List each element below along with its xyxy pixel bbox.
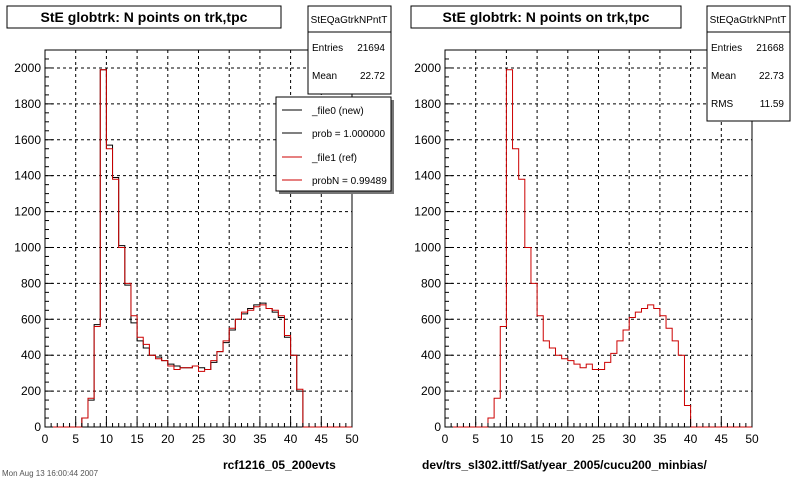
left-ytick-label-0: 0 — [34, 420, 41, 434]
left-xtick-label-6: 30 — [223, 432, 237, 446]
right-xtick-label-7: 35 — [653, 432, 667, 446]
right-stats-box — [706, 5, 791, 122]
right-xtick-label-1: 5 — [472, 432, 479, 446]
left-xtick-label-9: 45 — [315, 432, 329, 446]
right-ytick-label-2: 400 — [421, 348, 441, 362]
right-xtick-label-5: 25 — [592, 432, 606, 446]
left-ytick-label-4: 800 — [21, 276, 41, 290]
left-xtick-label-7: 35 — [253, 432, 267, 446]
legend-entry-3: probN = 0.99489 — [312, 176, 387, 187]
right-ytick-label-10: 2000 — [414, 61, 441, 75]
right-ytick-label-4: 800 — [421, 276, 441, 290]
left-stats-entries-label: Entries — [312, 43, 343, 54]
left-caption: rcf1216_05_200evts — [223, 458, 336, 472]
legend-entry-2: _file1 (ref) — [311, 153, 357, 164]
right-xtick-label-9: 45 — [715, 432, 729, 446]
right-stats-rms-label: RMS — [711, 99, 734, 110]
left-stats-box — [307, 5, 392, 95]
right-ytick-label-1: 200 — [421, 384, 441, 398]
left-ytick-label-1: 200 — [21, 384, 41, 398]
left-ytick-label-5: 1000 — [14, 240, 41, 254]
left-ytick-label-6: 1200 — [14, 205, 41, 219]
right-ytick-label-3: 600 — [421, 312, 441, 326]
left-histogram-lines — [45, 69, 352, 428]
left-ytick-label-2: 400 — [21, 348, 41, 362]
right-xtick-label-4: 20 — [561, 432, 575, 446]
left-xtick-label-2: 10 — [100, 432, 114, 446]
right-stats-mean-value: 22.73 — [759, 71, 784, 82]
left-ytick-label-10: 2000 — [14, 61, 41, 75]
right-stats-entries-label: Entries — [711, 43, 742, 54]
right-stats-name: StEQaGtrkNPntT — [710, 15, 787, 26]
right-stats-entries-value: 21668 — [756, 43, 784, 54]
left-stats-mean-value: 22.72 — [360, 71, 385, 82]
left-axes: 0 5 10 15 20 25 30 35 40 45 50 0 200 400 600 800 1000 120… — [14, 49, 359, 446]
left-xtick-label-1: 5 — [72, 432, 79, 446]
right-ytick-label-7: 1400 — [414, 169, 441, 183]
right-xtick-label-2: 10 — [500, 432, 514, 446]
right-ytick-label-8: 1600 — [414, 133, 441, 147]
right-xtick-label-6: 30 — [623, 432, 637, 446]
legend-entry-0: _file0 (new) — [311, 106, 364, 117]
left-ytick-label-7: 1400 — [14, 169, 41, 183]
right-xtick-label-3: 15 — [530, 432, 544, 446]
left-title-box — [6, 5, 282, 29]
right-caption: dev/trs_sl302.ittf/Sat/year_2005/cucu200… — [422, 458, 707, 472]
right-histogram-panel: 0 5 10 15 20 25 30 35 40 45 50 0 200 400 600 800 1000 120… — [410, 5, 791, 472]
left-series-1 — [45, 69, 352, 428]
left-title: StE globtrk: N points on trk,tpc — [41, 9, 248, 25]
left-legend: _file0 (new) prob = 1.000000 _file1 (ref… — [275, 96, 394, 194]
left-histogram-panel: 0 5 10 15 20 25 30 35 40 45 50 0 200 400 600 800 1000 120… — [6, 5, 394, 472]
right-ytick-label-9: 1800 — [414, 97, 441, 111]
right-series-0 — [445, 69, 752, 428]
right-stats-mean-label: Mean — [711, 71, 736, 82]
right-ytick-label-0: 0 — [434, 420, 441, 434]
left-xtick-label-5: 25 — [192, 432, 206, 446]
right-ytick-label-5: 1000 — [414, 240, 441, 254]
left-stats-name: StEQaGtrkNPntT — [311, 15, 388, 26]
left-xtick-label-10: 50 — [345, 432, 359, 446]
right-title-box — [410, 5, 682, 29]
timestamp-text: Mon Aug 13 16:00:44 2007 — [2, 469, 99, 478]
right-stats-rms-value: 11.59 — [760, 99, 785, 110]
legend-box — [275, 96, 392, 192]
right-axes: 0 5 10 15 20 25 30 35 40 45 50 0 200 400 600 800 1000 120… — [414, 49, 759, 446]
left-stats-entries-value: 21694 — [357, 43, 385, 54]
left-xtick-label-3: 15 — [130, 432, 144, 446]
left-xtick-label-4: 20 — [161, 432, 175, 446]
left-xtick-label-8: 40 — [284, 432, 298, 446]
right-xtick-label-0: 0 — [442, 432, 449, 446]
left-stats-mean-label: Mean — [312, 71, 337, 82]
left-ytick-label-8: 1600 — [14, 133, 41, 147]
legend-entry-1: prob = 1.000000 — [312, 129, 386, 140]
right-title: StE globtrk: N points on trk,tpc — [443, 9, 650, 25]
right-xtick-label-8: 40 — [684, 432, 698, 446]
right-xtick-label-10: 50 — [745, 432, 759, 446]
left-ytick-label-3: 600 — [21, 312, 41, 326]
left-ytick-label-9: 1800 — [14, 97, 41, 111]
right-ytick-label-6: 1200 — [414, 205, 441, 219]
right-histogram-lines — [445, 69, 752, 428]
left-xtick-label-0: 0 — [42, 432, 49, 446]
